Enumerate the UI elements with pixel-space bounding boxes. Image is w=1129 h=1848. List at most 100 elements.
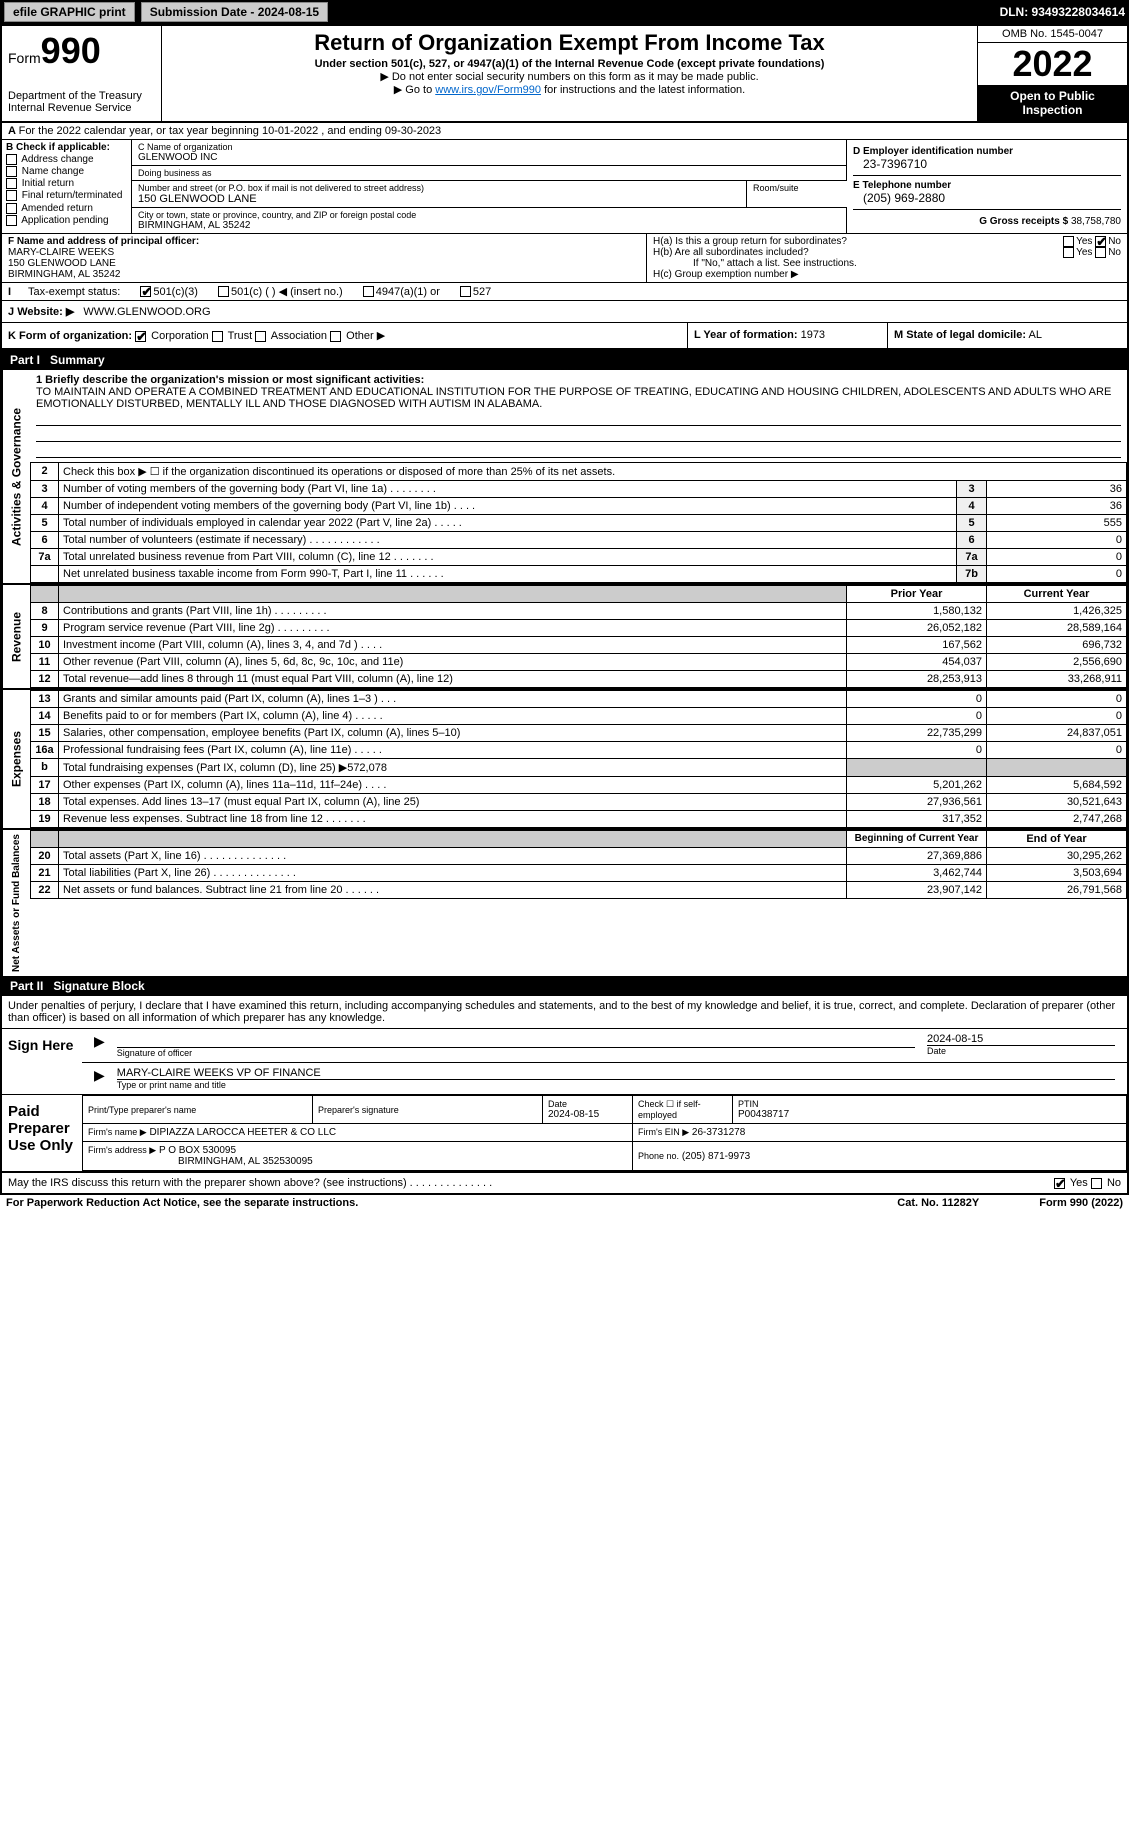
sign-here-label: Sign Here [2,1029,82,1094]
k-label: K Form of organization: [8,330,132,342]
k-left: K Form of organization: Corporation Trus… [2,323,687,348]
exp-prior: 0 [847,691,987,708]
cb-4947[interactable] [363,286,374,297]
cb-final-return[interactable]: Final return/terminated [6,190,127,201]
exp-prior: 317,352 [847,811,987,828]
row-a-text: For the 2022 calendar year, or tax year … [19,125,442,137]
sig-date-value: 2024-08-15 [927,1033,1115,1045]
phone-label: E Telephone number [853,180,1121,191]
net-assets-section: Net Assets or Fund Balances Beginning of… [2,828,1127,976]
exp-current: 24,837,051 [987,725,1127,742]
part2-name: Signature Block [53,979,144,993]
irs-link[interactable]: www.irs.gov/Form990 [435,84,541,96]
cb-discuss-no[interactable] [1091,1178,1102,1189]
gov-row-label: Total number of individuals employed in … [59,515,957,532]
cb-amended-return[interactable]: Amended return [6,203,127,214]
mission-block: 1 Briefly describe the organization's mi… [30,370,1127,462]
table-row: 9Program service revenue (Part VIII, lin… [31,620,1127,637]
cb-501c[interactable] [218,286,229,297]
website-value: WWW.GLENWOOD.ORG [83,306,210,318]
ha-answer: Yes No [1063,236,1121,247]
row-a-tax-year: A For the 2022 calendar year, or tax yea… [2,123,1127,140]
cb-address-change[interactable]: Address change [6,154,127,165]
j-label: Website: ▶ [17,306,74,318]
cat-number: Cat. No. 11282Y [897,1197,979,1209]
prep-sig-label: Preparer's signature [318,1105,537,1115]
header-row: Prior YearCurrent Year [31,586,1127,603]
submission-date-button[interactable]: Submission Date - 2024-08-15 [141,2,328,22]
col-d-right: D Employer identification number 23-7396… [847,140,1127,233]
exp-label: Total expenses. Add lines 13–17 (must eq… [59,794,847,811]
cb-application-pending[interactable]: Application pending [6,215,127,226]
k-mid: L Year of formation: 1973 [687,323,887,348]
l-label: L Year of formation: [694,329,798,341]
officer-name-value: MARY-CLAIRE WEEKS VP OF FINANCE [117,1067,1115,1079]
officer-title-label: Type or print name and title [117,1080,1115,1090]
cb-name-change[interactable]: Name change [6,166,127,177]
org-name-label: C Name of organization [138,142,840,152]
room-label: Room/suite [753,183,841,193]
table-row: 11Other revenue (Part VIII, column (A), … [31,654,1127,671]
exp-current: 0 [987,691,1127,708]
rev-current: 696,732 [987,637,1127,654]
table-row: 19Revenue less expenses. Subtract line 1… [31,811,1127,828]
revenue-table: Prior YearCurrent Year 8Contributions an… [30,585,1127,688]
cb-501c3[interactable] [140,286,151,297]
no-label: No [1107,1177,1121,1189]
cb-initial-return[interactable]: Initial return [6,178,127,189]
prep-name-label: Print/Type preparer's name [88,1105,307,1115]
cb-527[interactable] [460,286,471,297]
preparer-table: Print/Type preparer's name Preparer's si… [82,1095,1127,1171]
exp-label: Benefits paid to or for members (Part IX… [59,708,847,725]
rev-current: 1,426,325 [987,603,1127,620]
preparer-row-1: Print/Type preparer's name Preparer's si… [83,1096,1127,1124]
open-to-public: Open to Public Inspection [978,85,1127,121]
sig-officer-label: Signature of officer [117,1048,915,1058]
exp-label: Revenue less expenses. Subtract line 18 … [59,811,847,828]
vtab-expenses: Expenses [2,690,30,828]
street-label: Number and street (or P.O. box if mail i… [138,183,740,193]
subtitle-2: ▶ Do not enter social security numbers o… [168,70,971,83]
cb-trust[interactable] [212,331,223,342]
gov-row-label: Total number of volunteers (estimate if … [59,532,957,549]
ein-value: 23-7396710 [853,157,1121,171]
governance-table: 2Check this box ▶ ☐ if the organization … [30,462,1127,583]
efile-button[interactable]: efile GRAPHIC print [4,2,135,22]
sign-here-row: Sign Here ▶ Signature of officer 2024-08… [2,1029,1127,1095]
firm-ein-value: 26-3731278 [692,1127,745,1138]
table-row: 7aTotal unrelated business revenue from … [31,549,1127,566]
blank-line-3 [36,444,1121,458]
table-row: 13Grants and similar amounts paid (Part … [31,691,1127,708]
net-assets-table: Beginning of Current YearEnd of Year 20T… [30,830,1127,899]
org-name-value: GLENWOOD INC [138,152,840,163]
street-cell: Number and street (or P.O. box if mail i… [132,181,847,208]
l-value: 1973 [801,329,825,341]
cb-label-0: Address change [21,154,93,165]
table-row: 8Contributions and grants (Part VIII, li… [31,603,1127,620]
net-end: 3,503,694 [987,865,1127,882]
org-name-cell: C Name of organization GLENWOOD INC [132,140,847,166]
part2-title: Part II [10,979,43,993]
preparer-row-2: Firm's name ▶ DIPIAZZA LAROCCA HEETER & … [83,1124,1127,1142]
cb-discuss-yes[interactable] [1054,1178,1065,1189]
exp-current: 30,521,643 [987,794,1127,811]
cb-corporation[interactable] [135,331,146,342]
rev-current: 28,589,164 [987,620,1127,637]
opt-corp: Corporation [151,330,208,342]
net-begin: 23,907,142 [847,882,987,899]
opt-trust: Trust [228,330,253,342]
rev-label: Program service revenue (Part VIII, line… [59,620,847,637]
ptin-value: P00438717 [738,1109,1121,1120]
net-begin: 27,369,886 [847,848,987,865]
hb-note: If "No," attach a list. See instructions… [653,258,1121,269]
arrow-icon: ▶ [88,1031,111,1060]
revenue-section: Revenue Prior YearCurrent Year 8Contribu… [2,583,1127,688]
vtab-net-assets: Net Assets or Fund Balances [2,830,30,976]
table-row: 18Total expenses. Add lines 13–17 (must … [31,794,1127,811]
cb-other[interactable] [330,331,341,342]
cb-association[interactable] [255,331,266,342]
sig-date-label: Date [927,1046,1115,1056]
cb-label-5: Application pending [21,215,108,226]
exp-current: 0 [987,742,1127,759]
form-number: Form990 [8,30,155,72]
